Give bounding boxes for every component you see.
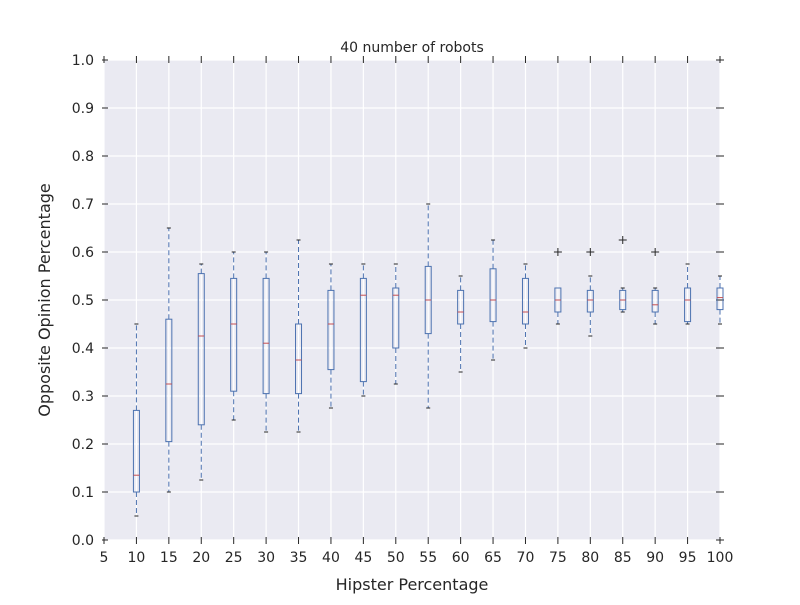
boxes	[132, 203, 724, 517]
box-group	[359, 263, 367, 397]
y-tick-label: 0.1	[72, 485, 94, 501]
box-group	[197, 263, 205, 481]
box-iqr	[586, 289, 594, 313]
x-tick-label: 70	[517, 550, 535, 566]
box-group	[684, 263, 692, 325]
box-iqr	[165, 318, 173, 443]
box-iqr	[392, 287, 400, 349]
x-tick-label: 55	[419, 550, 437, 566]
y-axis-label: Opposite Opinion Percentage	[35, 183, 54, 416]
x-tick-label: 90	[646, 550, 664, 566]
box-group	[424, 203, 432, 409]
x-tick-label: 30	[257, 550, 275, 566]
axis-ticks	[102, 56, 724, 544]
x-tick-label: 80	[581, 550, 599, 566]
box-group	[716, 275, 724, 325]
box-iqr	[489, 268, 497, 323]
x-tick-label: 50	[387, 550, 405, 566]
x-tick-label: 35	[290, 550, 308, 566]
box-group	[327, 263, 335, 409]
x-axis-label: Hipster Percentage	[336, 575, 489, 594]
box-group	[132, 323, 140, 517]
box-group	[392, 263, 400, 385]
chart-title: 40 number of robots	[340, 40, 484, 56]
box-iqr	[197, 273, 205, 426]
box-iqr	[684, 287, 692, 323]
box-group	[489, 239, 497, 361]
box-iqr	[132, 409, 140, 493]
y-tick-label: 0.4	[72, 341, 94, 357]
flier-point	[618, 236, 627, 244]
x-tick-label: 75	[549, 550, 567, 566]
y-tick-labels: 0.0 0.1 0.2 0.3 0.4 0.5 0.6 0.7 0.8 0.9 1.0	[72, 53, 94, 549]
x-tick-label: 15	[160, 550, 178, 566]
x-tick-label: 45	[354, 550, 372, 566]
box-group	[262, 251, 270, 433]
box-iqr	[521, 277, 529, 325]
box-iqr	[457, 289, 465, 325]
box-group	[457, 275, 465, 373]
x-tick-labels: 5 10 15 20 25 30 35 40 45 50 55 60 65 70 75 80 85 90 95 100	[100, 550, 734, 566]
y-tick-label: 0.8	[72, 149, 94, 165]
x-tick-label: 95	[679, 550, 697, 566]
box-iqr	[359, 277, 367, 383]
box-iqr	[262, 277, 270, 395]
flier-point	[553, 248, 562, 256]
x-tick-label: 40	[322, 550, 340, 566]
y-tick-label: 0.7	[72, 197, 94, 213]
box-group	[586, 248, 595, 337]
y-tick-label: 1.0	[72, 53, 94, 69]
x-tick-label: 85	[614, 550, 632, 566]
x-tick-label: 25	[225, 550, 243, 566]
box-iqr	[230, 277, 238, 392]
box-group	[521, 263, 529, 349]
box-group	[553, 248, 562, 325]
x-tick-label: 60	[452, 550, 470, 566]
flier-point	[586, 248, 595, 256]
x-tick-label: 100	[707, 550, 734, 566]
y-tick-label: 0.2	[72, 437, 94, 453]
flier-point	[651, 248, 660, 256]
box-iqr	[327, 289, 335, 371]
box-group	[618, 236, 627, 313]
y-tick-label: 0.5	[72, 293, 94, 309]
y-tick-label: 0.0	[72, 533, 94, 549]
box-iqr	[295, 323, 303, 395]
box-group	[651, 248, 660, 325]
x-tick-label: 5	[100, 550, 109, 566]
box-group	[165, 227, 173, 493]
y-tick-label: 0.3	[72, 389, 94, 405]
y-tick-label: 0.6	[72, 245, 94, 261]
x-tick-label: 20	[192, 550, 210, 566]
box-iqr	[651, 289, 659, 313]
box-group	[295, 239, 303, 433]
box-group	[230, 251, 238, 421]
x-tick-label: 65	[484, 550, 502, 566]
y-tick-label: 0.9	[72, 101, 94, 117]
x-tick-label: 10	[128, 550, 146, 566]
box-iqr	[716, 287, 724, 311]
